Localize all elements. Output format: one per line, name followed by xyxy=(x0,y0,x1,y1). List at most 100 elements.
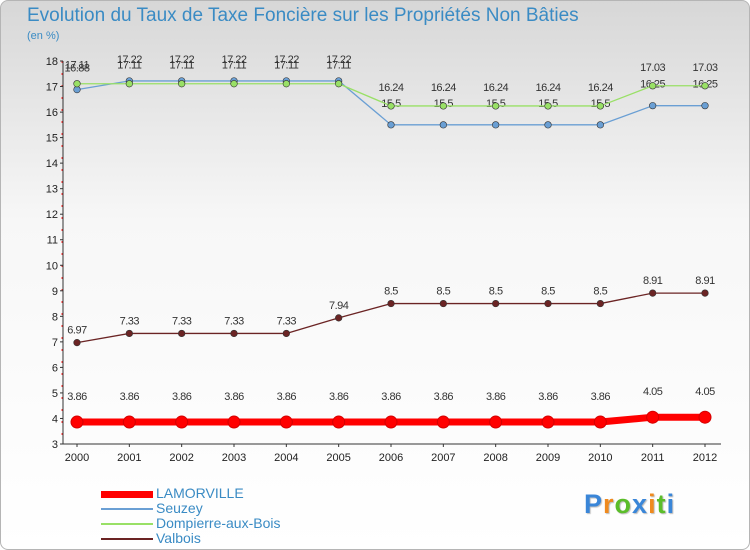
data-point xyxy=(544,121,552,129)
data-point xyxy=(596,102,604,110)
x-tick-label: 2012 xyxy=(693,452,717,464)
y-tick-label: 12 xyxy=(46,209,58,221)
data-label: 17.22 xyxy=(274,54,299,66)
series-lamorville: 3.86 3.86 3.86 3.86 3.86 3.86 3.86 3.86 3.86 3.86… xyxy=(67,386,716,429)
data-point xyxy=(492,121,500,129)
data-point xyxy=(489,415,503,429)
data-point xyxy=(593,415,607,429)
logo-letter: r xyxy=(603,489,615,519)
data-point xyxy=(701,102,709,110)
data-point xyxy=(125,329,133,338)
data-label: 3.86 xyxy=(277,391,297,403)
data-point xyxy=(282,329,290,338)
logo-letter: t xyxy=(656,489,667,519)
data-label: 17.22 xyxy=(221,54,246,66)
y-tick-label: 6 xyxy=(52,362,58,374)
data-label: 17.22 xyxy=(326,54,351,66)
legend-swatch xyxy=(101,523,153,525)
data-point xyxy=(279,415,293,429)
y-tick-label: 11 xyxy=(47,235,58,247)
data-label: 3.86 xyxy=(120,391,140,403)
data-label: 7.33 xyxy=(172,315,192,327)
data-point xyxy=(73,339,81,347)
proxiti-logo: Proxiti xyxy=(584,489,675,520)
data-point xyxy=(492,299,500,308)
legend-label: Valbois xyxy=(156,530,201,546)
data-label: 17.03 xyxy=(692,62,717,74)
data-label: 16.88 xyxy=(64,63,89,75)
data-label: 7.94 xyxy=(329,300,349,312)
legend-swatch xyxy=(101,508,153,510)
logo-letter: i xyxy=(648,489,657,519)
y-tick-label: 17 xyxy=(46,82,58,94)
data-point xyxy=(596,121,604,129)
data-label: 16.24 xyxy=(431,82,456,94)
data-label: 6.97 xyxy=(67,325,87,337)
x-tick-label: 2010 xyxy=(588,452,612,464)
data-label: 8.5 xyxy=(489,286,503,298)
y-tick-label: 4 xyxy=(52,413,58,425)
data-point xyxy=(178,329,186,338)
y-tick-label: 15 xyxy=(46,133,58,145)
legend-label: LAMORVILLE xyxy=(156,485,244,501)
data-point xyxy=(384,415,398,429)
data-point xyxy=(70,415,84,429)
y-tick-label: 7 xyxy=(52,337,58,349)
x-tick-label: 2003 xyxy=(222,452,246,464)
line-chart: 3 4 5 6 7 8 9 10 11 12 13 14 15 16 17 18 2000 2001 2002 200… xyxy=(46,54,721,464)
y-tick-label: 5 xyxy=(52,388,58,400)
data-label: 16.24 xyxy=(588,82,613,94)
logo-letter: i xyxy=(666,489,676,519)
y-tick-label: 18 xyxy=(46,56,58,68)
logo-letter: o xyxy=(614,489,633,519)
data-point xyxy=(73,80,81,88)
data-point xyxy=(541,415,555,429)
series-valbois: 6.97 7.33 7.33 7.33 7.33 7.94 8.5 8.5 8.5 8.5 8.5 8… xyxy=(67,275,716,347)
data-label: 3.86 xyxy=(329,391,349,403)
y-tick-label: 10 xyxy=(46,260,58,272)
chart-title: Evolution du Taux de Taxe Foncière sur l… xyxy=(27,5,579,26)
data-point xyxy=(701,82,709,90)
data-point xyxy=(698,410,712,424)
data-point xyxy=(646,410,660,424)
data-point xyxy=(649,102,657,110)
data-point xyxy=(596,299,604,308)
x-tick-label: 2011 xyxy=(641,452,665,464)
data-point xyxy=(332,415,346,429)
data-point xyxy=(701,289,709,297)
data-label: 3.86 xyxy=(67,391,87,403)
data-label: 7.33 xyxy=(120,315,140,327)
data-point xyxy=(649,82,657,90)
data-point xyxy=(227,415,241,429)
data-label: 17.11 xyxy=(170,60,195,72)
data-point xyxy=(544,102,552,110)
data-label: 8.5 xyxy=(541,286,555,298)
y-tick-label: 8 xyxy=(52,311,58,323)
data-point xyxy=(230,80,238,88)
data-label: 17.03 xyxy=(640,62,665,74)
data-label: 8.5 xyxy=(384,286,398,298)
data-label: 17.22 xyxy=(169,54,194,66)
data-point xyxy=(122,415,136,429)
data-label: 17.11 xyxy=(327,60,352,72)
data-label: 17.22 xyxy=(117,54,142,66)
data-point xyxy=(649,289,657,297)
data-label: 17.11 xyxy=(274,60,299,72)
x-tick-label: 2005 xyxy=(326,452,350,464)
data-label: 8.91 xyxy=(695,275,715,287)
data-label: 4.05 xyxy=(695,386,715,398)
data-label: 3.86 xyxy=(224,391,244,403)
data-label: 16.24 xyxy=(535,82,560,94)
x-tick-label: 2007 xyxy=(431,452,455,464)
data-label: 3.86 xyxy=(381,391,401,403)
data-point xyxy=(125,80,133,88)
x-tick-label: 2000 xyxy=(65,452,89,464)
legend-label: Seuzey xyxy=(156,500,203,516)
chart-axes: 3 4 5 6 7 8 9 10 11 12 13 14 15 16 17 18 2000 2001 2002 200… xyxy=(46,56,721,464)
logo-letter: x xyxy=(632,489,649,519)
data-label: 7.33 xyxy=(277,315,297,327)
y-tick-label: 9 xyxy=(52,286,58,298)
data-label: 3.86 xyxy=(538,391,558,403)
data-point xyxy=(436,415,450,429)
